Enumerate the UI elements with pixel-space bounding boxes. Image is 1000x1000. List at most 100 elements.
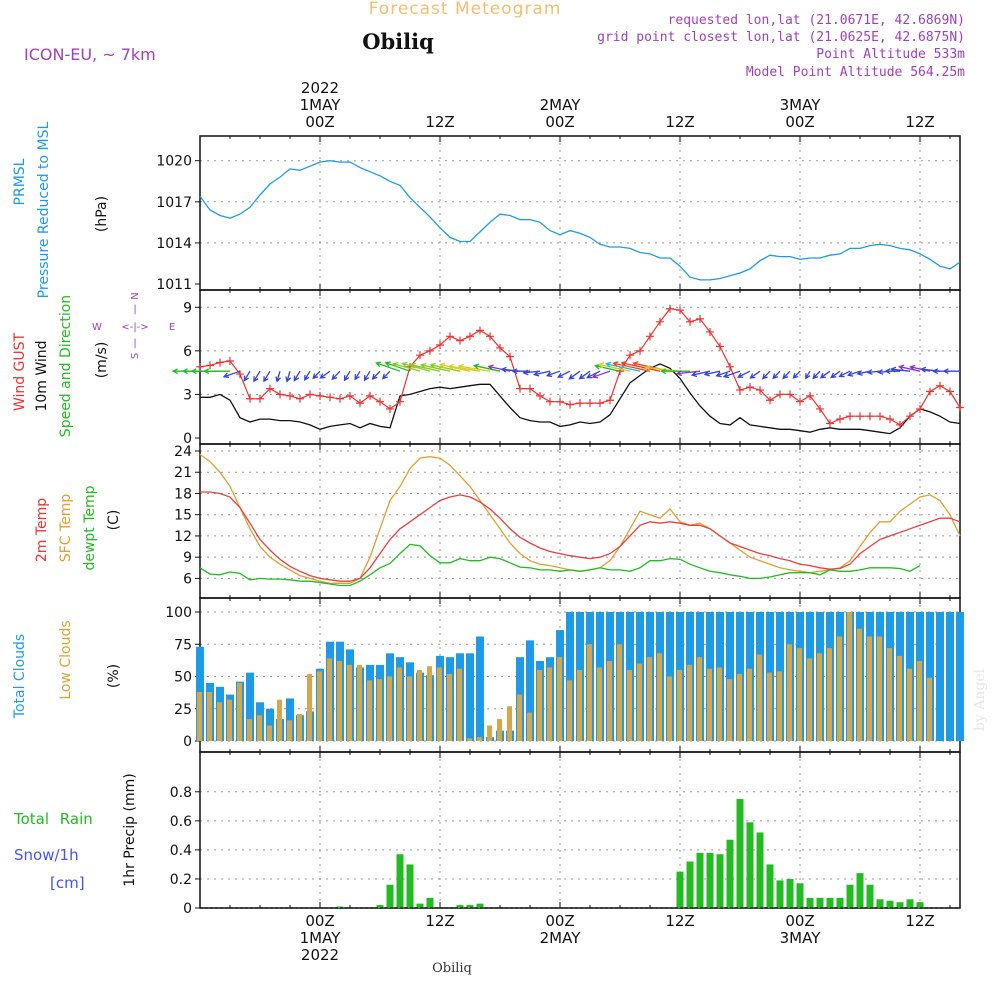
wind-arrow bbox=[354, 370, 361, 381]
gust-marker bbox=[646, 332, 654, 341]
point-altitude: Point Altitude 533m bbox=[816, 47, 965, 62]
wind-arrow bbox=[660, 368, 690, 375]
gust-marker bbox=[636, 346, 644, 355]
gust-line bbox=[199, 308, 961, 426]
low-clouds-bar bbox=[917, 661, 922, 741]
rain-bar bbox=[426, 897, 434, 908]
top-time-label: 2022 bbox=[301, 79, 339, 97]
gust-ylabel: Wind GUST bbox=[12, 332, 28, 411]
rain-bar bbox=[776, 880, 784, 908]
gust-marker bbox=[656, 317, 664, 326]
gust-marker bbox=[686, 317, 694, 326]
wind-arrow bbox=[263, 370, 271, 383]
wind-arrow bbox=[866, 369, 881, 375]
total-clouds-bar bbox=[946, 612, 954, 741]
wind-arrow bbox=[675, 370, 701, 377]
total-clouds-bar bbox=[926, 612, 934, 741]
low-clouds-bar bbox=[837, 636, 842, 741]
wind-arrow bbox=[884, 368, 900, 375]
dewpoint-line bbox=[199, 543, 921, 587]
rain-bar bbox=[856, 873, 864, 908]
low-clouds-bar bbox=[257, 715, 262, 741]
y-tick-label: 6 bbox=[183, 344, 192, 360]
gust-marker bbox=[306, 390, 314, 399]
panel-frame bbox=[199, 443, 961, 599]
wind-arrow bbox=[243, 370, 251, 382]
rain-bar bbox=[476, 903, 484, 908]
top-time-label: 12Z bbox=[905, 113, 934, 131]
wind-arrow bbox=[942, 368, 960, 375]
gust-marker bbox=[856, 412, 864, 421]
rain-bar bbox=[716, 854, 724, 908]
low-clouds-bar bbox=[367, 680, 372, 741]
bottom-time-label: 3MAY bbox=[780, 929, 822, 947]
wind-arrow bbox=[374, 361, 401, 372]
gust-marker bbox=[606, 396, 614, 405]
y-tick-label: 1014 bbox=[156, 236, 192, 252]
y-tick-label: 25 bbox=[174, 702, 192, 718]
requested-coords: requested lon,lat (21.0671E, 42.6869N) bbox=[668, 13, 965, 28]
low-clouds-bar bbox=[557, 657, 562, 741]
y-tick-label: 0 bbox=[183, 901, 192, 917]
gust-marker bbox=[376, 397, 384, 406]
rain-bar bbox=[756, 832, 764, 908]
rain-label: Total Rain bbox=[13, 810, 93, 828]
gust-marker bbox=[796, 397, 804, 406]
gust-marker bbox=[256, 394, 264, 403]
low-clouds-bar bbox=[637, 663, 642, 741]
low-clouds-bar bbox=[697, 657, 702, 741]
rain-bar bbox=[416, 903, 424, 908]
location-title: Obiliq bbox=[362, 29, 434, 54]
wind-arrow bbox=[805, 370, 811, 380]
gust-marker bbox=[446, 332, 454, 341]
gust-marker bbox=[886, 415, 894, 424]
wind-arrow bbox=[545, 370, 561, 378]
wind-arrow bbox=[384, 361, 411, 372]
wind-arrow bbox=[319, 370, 331, 379]
low-clouds-bar bbox=[877, 636, 882, 741]
compass-bottom-bar: | bbox=[133, 338, 136, 349]
gust-marker bbox=[216, 358, 224, 367]
wind-arrow bbox=[253, 370, 261, 383]
rain-bar bbox=[876, 899, 884, 908]
low-clouds-bar bbox=[197, 691, 202, 741]
low-clouds-bar bbox=[827, 648, 832, 741]
y-tick-label: 18 bbox=[174, 486, 192, 502]
gust-marker bbox=[946, 387, 954, 396]
low-clouds-bar bbox=[717, 667, 722, 741]
total-clouds-bar bbox=[566, 612, 574, 741]
top-time-label: 3MAY bbox=[780, 96, 822, 114]
low-clouds-bar bbox=[267, 725, 272, 741]
gust-marker bbox=[806, 391, 814, 400]
compass-w: W bbox=[92, 322, 102, 333]
wind-arrow bbox=[568, 370, 581, 380]
y-tick-label: 100 bbox=[165, 605, 192, 621]
low-clouds-bar bbox=[377, 679, 382, 741]
y-tick-label: 15 bbox=[174, 508, 192, 524]
wind-arrow bbox=[792, 370, 801, 379]
gust-marker bbox=[296, 394, 304, 403]
wind-arrow bbox=[203, 368, 230, 375]
wind-arrow bbox=[312, 370, 321, 380]
wind-arrow bbox=[782, 370, 791, 380]
wind-ylabel: 10m Wind bbox=[34, 340, 50, 411]
wind-arrow bbox=[597, 362, 631, 372]
gust-marker bbox=[716, 342, 724, 351]
compass-n: N bbox=[130, 292, 141, 299]
bottom-time-label: 1MAY bbox=[300, 929, 342, 947]
low-clouds-bar bbox=[587, 644, 592, 741]
y-tick-label: 0.6 bbox=[170, 814, 192, 830]
low-clouds-bar bbox=[507, 706, 512, 741]
y-tick-label: 50 bbox=[174, 670, 192, 686]
rain-bar bbox=[456, 905, 464, 908]
model-altitude: Model Point Altitude 564.25m bbox=[746, 65, 965, 80]
rain-bar bbox=[866, 884, 874, 908]
bottom-time-label: 00Z bbox=[785, 912, 814, 930]
low-clouds-bar bbox=[237, 682, 242, 741]
gust-marker bbox=[776, 390, 784, 399]
bottom-time-label: 12Z bbox=[905, 912, 934, 930]
pressure-ylabel-1: PRMSL bbox=[12, 158, 28, 205]
y-tick-label: 3 bbox=[183, 387, 192, 403]
y-tick-label: 12 bbox=[174, 529, 192, 545]
